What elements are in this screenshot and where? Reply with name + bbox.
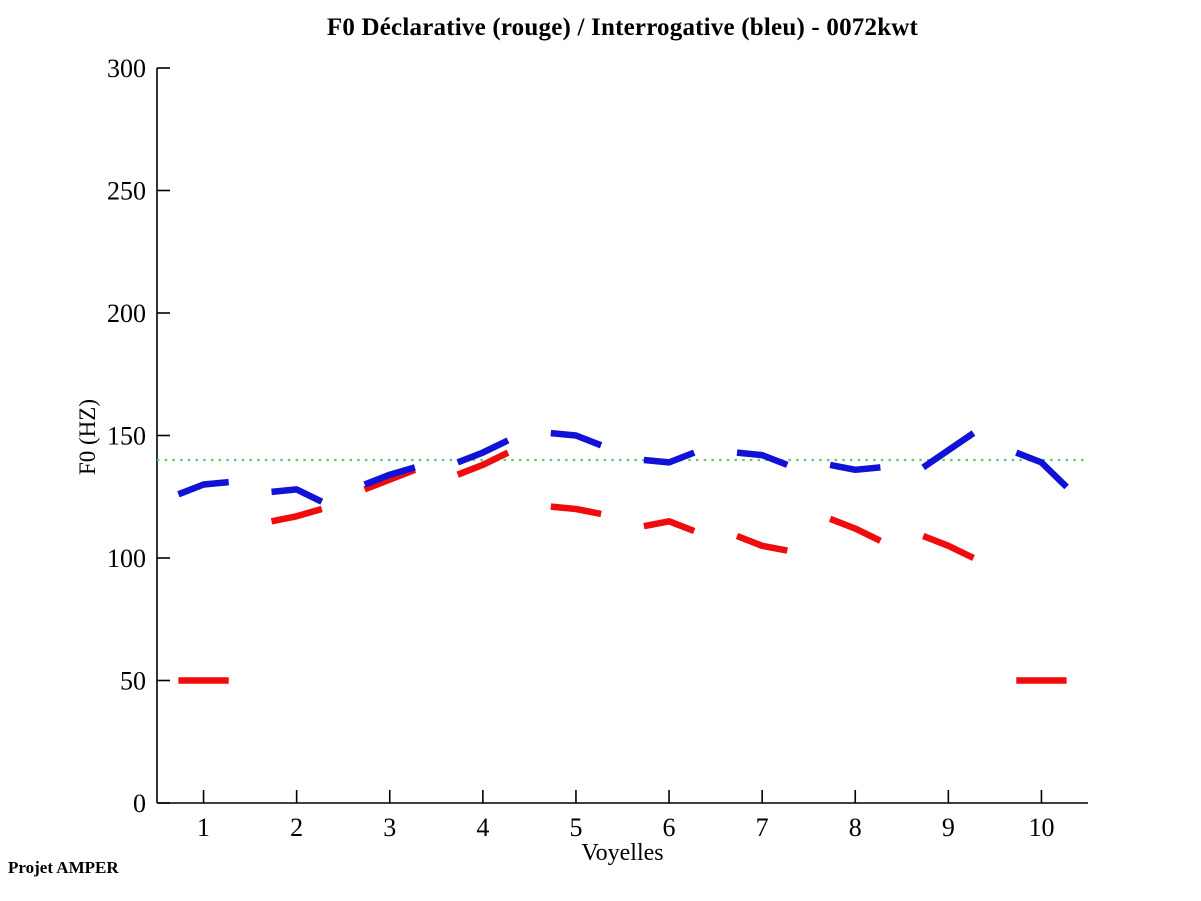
project-credit: Projet AMPER (8, 858, 119, 877)
x-tick-label: 1 (197, 813, 210, 842)
x-tick-label: 7 (756, 813, 769, 842)
interrogative-segment-4 (456, 437, 510, 466)
x-tick-label: 10 (1028, 813, 1054, 842)
x-tick-label: 6 (663, 813, 676, 842)
interrogative-segment-7 (736, 449, 789, 468)
y-tick-label: 100 (107, 544, 146, 573)
interrogative-segment-6 (643, 449, 696, 466)
interrogative-segment-10 (1015, 449, 1069, 490)
x-tick-label: 2 (290, 813, 303, 842)
y-tick-label: 250 (107, 177, 146, 206)
declarative-segment-6 (643, 518, 696, 535)
chart-title: F0 Déclarative (rouge) / Interrogative (… (326, 14, 919, 41)
y-tick-label: 300 (107, 54, 146, 83)
y-tick-label: 200 (107, 299, 146, 328)
interrogative-segment-2 (271, 486, 324, 505)
x-tick-label: 8 (849, 813, 862, 842)
interrogative-segment-9 (921, 430, 976, 471)
declarative-segment-5 (550, 503, 602, 518)
interrogative-segment-5 (550, 429, 603, 449)
interrogative-segment-8 (829, 461, 881, 474)
x-tick-label: 4 (476, 813, 489, 842)
x-tick-label: 3 (383, 813, 396, 842)
y-tick-label: 150 (107, 422, 146, 451)
x-tick-label: 5 (569, 813, 582, 842)
declarative-segment-2 (270, 505, 323, 525)
y-tick-label: 50 (120, 667, 146, 696)
declarative-segment-8 (828, 515, 882, 544)
interrogative-segment-1 (177, 478, 230, 498)
declarative-segment-4 (456, 449, 510, 478)
declarative-segment-9 (922, 532, 975, 561)
declarative-segment-7 (735, 532, 788, 554)
x-tick-label: 9 (942, 813, 955, 842)
y-tick-label: 0 (133, 789, 146, 818)
interrogative-segment-3 (363, 464, 416, 488)
x-axis-label: Voyelles (581, 840, 664, 866)
